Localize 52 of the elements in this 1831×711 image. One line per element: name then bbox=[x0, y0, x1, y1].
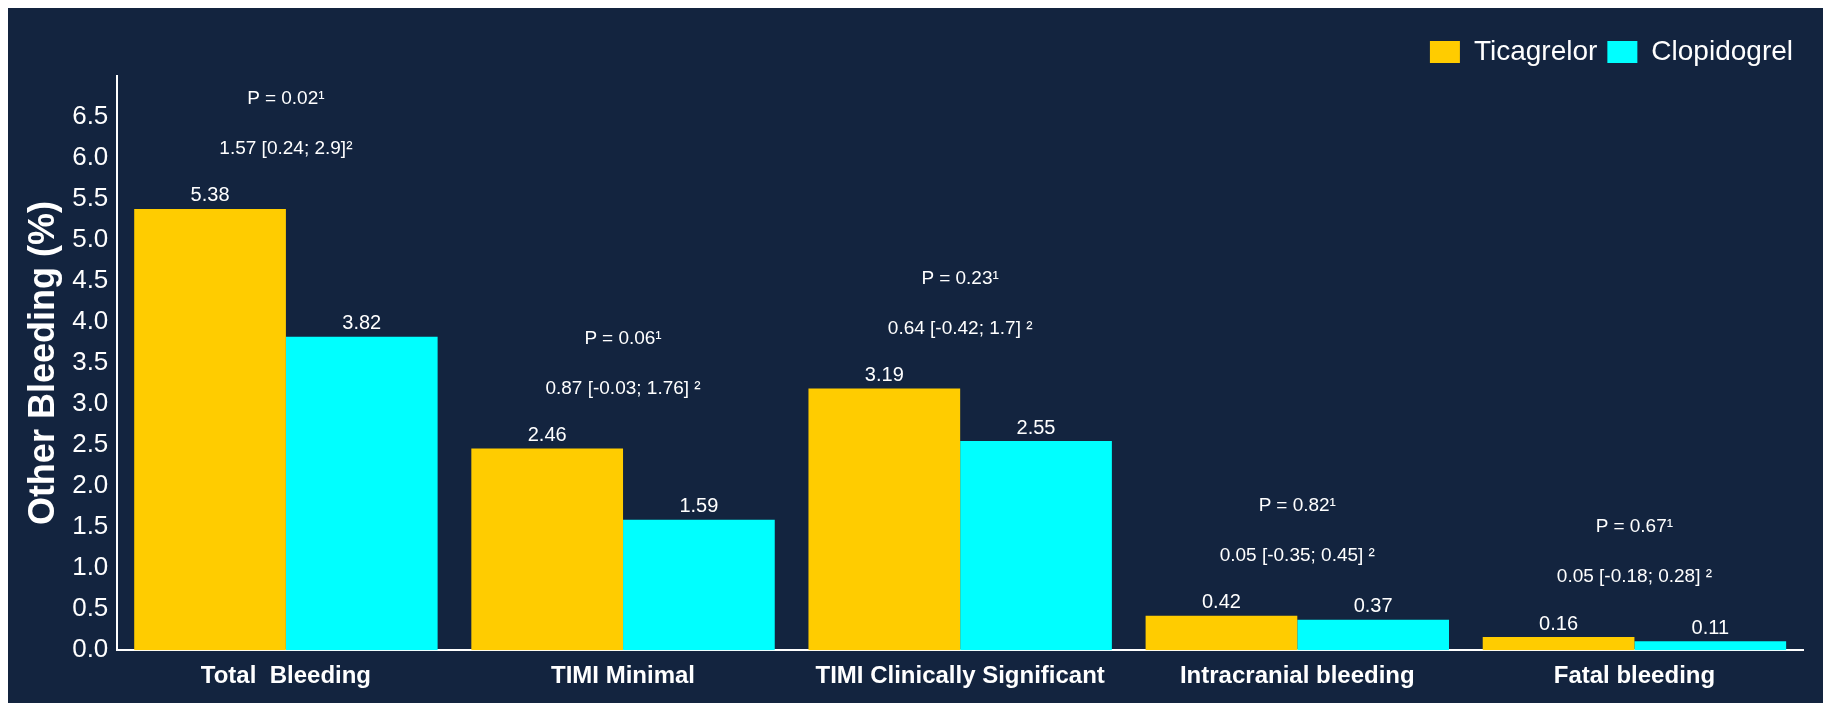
legend-label: Clopidogrel bbox=[1651, 34, 1793, 66]
y-tick-label: 3.5 bbox=[72, 346, 109, 377]
data-label: 3.19 bbox=[864, 363, 904, 386]
data-label: 0.11 bbox=[1691, 615, 1730, 638]
bar bbox=[134, 208, 286, 651]
y-tick-label: 4.5 bbox=[72, 264, 109, 295]
y-tick-label: 0.5 bbox=[72, 592, 109, 623]
data-label: 2.46 bbox=[527, 422, 567, 445]
y-tick-label: 6.0 bbox=[72, 141, 109, 172]
y-tick-label: 1.5 bbox=[72, 510, 109, 541]
bar bbox=[471, 448, 624, 651]
bar bbox=[1482, 637, 1635, 651]
y-tick-label: 5.0 bbox=[72, 223, 109, 254]
bar bbox=[1297, 619, 1450, 651]
y-tick-label: 4.0 bbox=[72, 305, 109, 336]
y-tick-label: 5.5 bbox=[72, 182, 109, 213]
x-tick-label: TIMI Minimal bbox=[551, 661, 696, 689]
annotation: 0.87 [-0.03; 1.76] ² bbox=[545, 376, 701, 398]
y-tick-label: 1.0 bbox=[72, 551, 109, 582]
y-tick-label: 2.0 bbox=[72, 469, 109, 500]
bar bbox=[808, 388, 961, 651]
bar bbox=[1634, 641, 1787, 651]
data-label: 1.59 bbox=[679, 494, 719, 517]
annotation: P = 0.82¹ bbox=[1258, 493, 1336, 515]
bar bbox=[960, 441, 1112, 651]
annotation: 1.57 [0.24; 2.9]² bbox=[219, 137, 353, 159]
annotation: 0.64 [-0.42; 1.7] ² bbox=[887, 316, 1033, 338]
annotation: 0.05 [-0.35; 0.45] ² bbox=[1219, 543, 1375, 565]
x-tick-label: TIMI Clinically Significant bbox=[815, 661, 1105, 689]
bar bbox=[623, 519, 775, 651]
bar bbox=[285, 336, 438, 651]
data-label: 5.38 bbox=[190, 183, 230, 206]
annotation: P = 0.06¹ bbox=[584, 326, 662, 348]
y-tick-label: 0.0 bbox=[72, 633, 109, 664]
data-label: 3.82 bbox=[342, 311, 382, 334]
data-label: 0.42 bbox=[1201, 590, 1241, 613]
data-label: 0.37 bbox=[1353, 594, 1393, 617]
annotation: P = 0.67¹ bbox=[1595, 515, 1674, 537]
y-tick-label: 3.0 bbox=[72, 387, 109, 418]
legend-label: Ticagrelor bbox=[1473, 34, 1598, 66]
x-tick-label: Total Bleeding bbox=[200, 661, 372, 689]
y-tick-label: 6.5 bbox=[72, 100, 109, 131]
bar bbox=[1145, 615, 1298, 651]
y-axis-title: Other Bleeding (%) bbox=[20, 201, 62, 526]
annotation: 0.05 [-0.18; 0.28] ² bbox=[1556, 565, 1713, 587]
x-tick-label: Intracranial bleeding bbox=[1179, 661, 1415, 689]
annotation: P = 0.02¹ bbox=[247, 87, 325, 109]
x-tick-label: Fatal bleeding bbox=[1553, 661, 1716, 689]
data-label: 2.55 bbox=[1016, 415, 1056, 438]
annotation: P = 0.23¹ bbox=[921, 266, 999, 288]
y-tick-label: 2.5 bbox=[72, 428, 109, 459]
data-label: 0.16 bbox=[1539, 611, 1579, 634]
